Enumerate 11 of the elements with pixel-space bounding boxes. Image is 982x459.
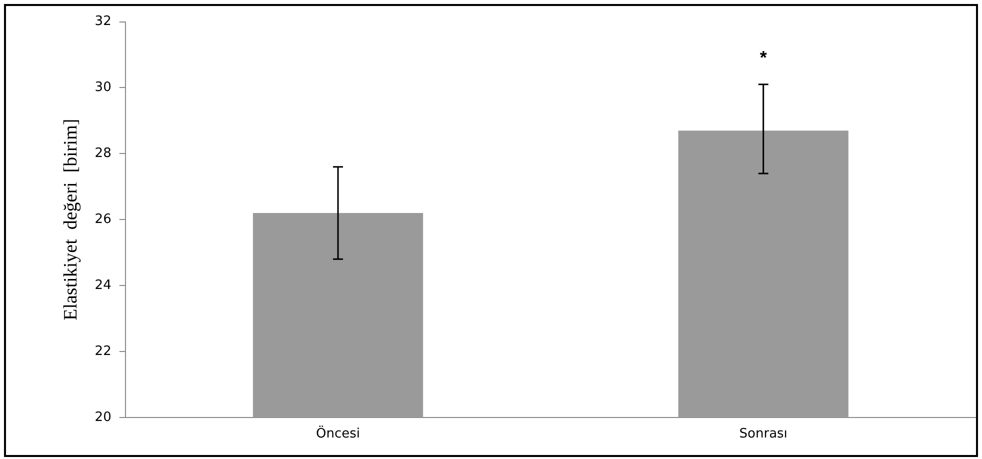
y-axis-title: Elastikiyet değeri [birim]	[60, 118, 82, 320]
y-tick-label: 32	[94, 14, 112, 30]
x-tick-label: Öncesi	[316, 426, 360, 442]
y-tick-label: 30	[94, 80, 112, 96]
x-tick-label: Sonrası	[739, 426, 788, 442]
y-tick-label: 26	[94, 212, 112, 227]
y-tick-label: 28	[94, 146, 112, 162]
y-tick-label: 22	[94, 344, 112, 359]
annotation: *	[760, 47, 767, 68]
y-tick-label: 24	[94, 278, 112, 293]
y-tick-label: 20	[94, 410, 112, 425]
